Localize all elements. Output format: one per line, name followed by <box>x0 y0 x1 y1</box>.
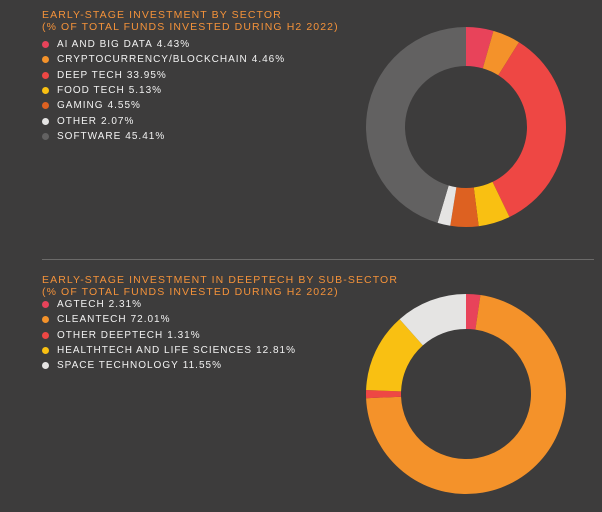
legend-value: 4.55% <box>107 100 141 112</box>
legend-item-cleantech: CLEANTECH 72.01% <box>42 312 296 327</box>
legend-value: 33.95% <box>126 69 167 81</box>
donut-slice-space-technology <box>399 294 466 346</box>
legend-item-deep-tech: DEEP TECH 33.95% <box>42 68 285 83</box>
legend-value: 12.81% <box>256 345 296 357</box>
donut-slice-healthtech-and-life-sciences <box>366 319 423 392</box>
sector-chart-title-line: EARLY-STAGE INVESTMENT BY SECTOR <box>42 9 282 21</box>
deeptech-chart-legend: AGTECH 2.31% CLEANTECH 72.01% OTHER DEEPTECH… <box>42 297 296 373</box>
legend-value: 11.55% <box>182 360 222 372</box>
legend-item-food-tech: FOOD TECH 5.13% <box>42 83 285 98</box>
legend-value: 5.13% <box>128 85 163 97</box>
legend-item-other: OTHER 2.07% <box>42 113 285 128</box>
legend-value: 2.31% <box>108 299 143 311</box>
legend-item-cryptocurrency-blockchain: CRYPTOCURRENCY/BLOCKCHAIN 4.46% <box>42 52 285 67</box>
legend-value: 4.43% <box>156 39 191 51</box>
legend-value: 4.46% <box>251 54 286 66</box>
sector-chart-title: EARLY-STAGE INVESTMENT BY SECTOR (% OF T… <box>42 9 339 33</box>
sector-chart-panel: EARLY-STAGE INVESTMENT BY SECTOR (% OF T… <box>42 9 566 227</box>
donut-slice-cleantech <box>366 295 566 494</box>
legend-value: 72.01% <box>130 314 171 326</box>
sector-chart-subtitle: (% OF TOTAL FUNDS INVESTED DURING H2 202… <box>42 21 339 33</box>
legend-swatch <box>42 331 49 339</box>
legend-label: HEALTHTECH AND LIFE SCIENCES <box>57 345 253 357</box>
legend-label: SPACE TECHNOLOGY <box>57 360 179 372</box>
sector-donut-chart <box>365 27 566 227</box>
legend-label: OTHER DEEPTECH <box>57 329 164 341</box>
legend-label: FOOD TECH <box>57 85 125 97</box>
legend-label: AI AND BIG DATA <box>57 39 153 51</box>
deeptech-chart-subtitle: (% OF TOTAL FUNDS INVESTED DURING H2 202… <box>42 286 339 298</box>
deeptech-chart-title: EARLY-STAGE INVESTMENT IN DEEPTECH BY SU… <box>42 274 398 298</box>
legend-label: AGTECH <box>57 299 105 311</box>
legend-swatch <box>42 56 49 64</box>
legend-item-gaming: GAMING 4.55% <box>42 98 285 113</box>
donut-slice-software <box>365 27 466 223</box>
legend-swatch <box>42 102 49 110</box>
legend-label: CRYPTOCURRENCY/BLOCKCHAIN <box>57 54 248 66</box>
legend-item-healthtech-and-life-sciences: HEALTHTECH AND LIFE SCIENCES 12.81% <box>42 343 296 358</box>
donut-slice-ai-and-big-data <box>466 27 494 69</box>
donut-slice-agtech <box>466 294 481 330</box>
donut-slice-other <box>437 185 457 226</box>
donut-slice-cryptocurrency-blockchain <box>482 30 519 76</box>
legend-item-agtech: AGTECH 2.31% <box>42 297 296 312</box>
legend-swatch <box>42 117 49 125</box>
deeptech-donut-chart <box>366 294 566 494</box>
legend-value: 1.31% <box>167 329 201 341</box>
deeptech-chart-panel: EARLY-STAGE INVESTMENT IN DEEPTECH BY SU… <box>0 262 602 512</box>
legend-value: 2.07% <box>101 115 135 127</box>
legend-label: DEEP TECH <box>57 69 123 81</box>
legend-item-space-technology: SPACE TECHNOLOGY 11.55% <box>42 358 296 373</box>
legend-item-other-deeptech: OTHER DEEPTECH 1.31% <box>42 328 296 343</box>
legend-swatch <box>42 71 49 79</box>
legend-swatch <box>42 41 49 49</box>
donut-slice-other-deeptech <box>366 389 402 399</box>
legend-swatch <box>42 362 49 370</box>
legend-swatch <box>42 316 49 324</box>
legend-label: SOFTWARE <box>57 130 122 142</box>
sector-chart-legend: AI AND BIG DATA 4.43% CRYPTOCURRENCY/BLOCK… <box>42 37 285 144</box>
donut-slice-deep-tech <box>492 42 566 218</box>
legend-label: CLEANTECH <box>57 314 127 326</box>
legend-swatch <box>42 347 49 355</box>
deeptech-chart-title-line: EARLY-STAGE INVESTMENT IN DEEPTECH BY SU… <box>42 274 399 286</box>
legend-label: OTHER <box>57 115 97 127</box>
legend-item-ai-and-big-data: AI AND BIG DATA 4.43% <box>42 37 285 52</box>
legend-swatch <box>42 87 49 95</box>
legend-swatch <box>42 301 49 309</box>
legend-value: 45.41% <box>125 130 166 142</box>
donut-slice-gaming <box>450 187 479 227</box>
section-divider <box>42 259 594 260</box>
donut-slice-food-tech <box>473 181 510 227</box>
legend-label: GAMING <box>57 100 104 112</box>
legend-item-software: SOFTWARE 45.41% <box>42 129 285 144</box>
legend-swatch <box>42 132 49 140</box>
